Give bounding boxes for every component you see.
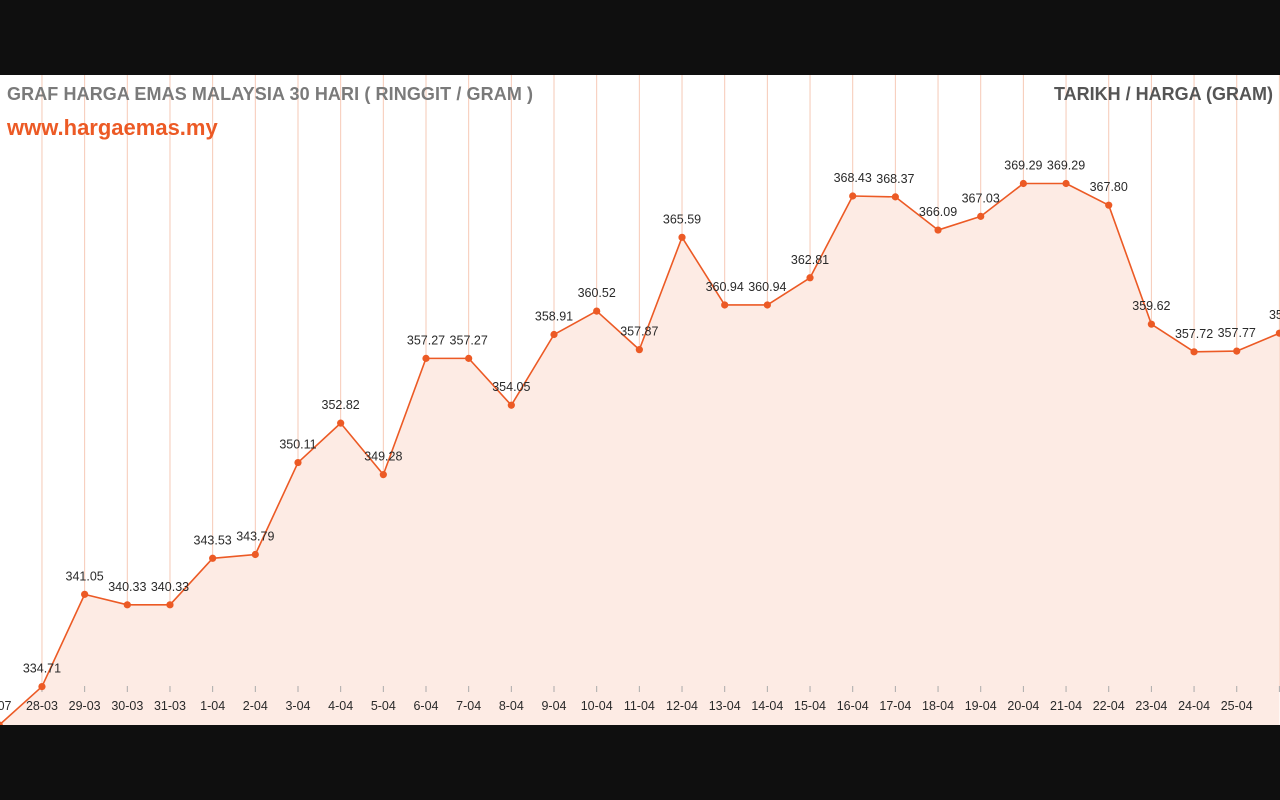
value-label: 357.27 (407, 333, 445, 347)
value-label: 357.27 (450, 333, 488, 347)
value-label: 343.53 (194, 533, 232, 547)
x-tick-label: 19-04 (965, 699, 997, 713)
chart-canvas: 334.71 341.05 340.33 340.33 343.53 343.79 350.… (0, 75, 1280, 725)
x-tick-label: 8-04 (499, 699, 524, 713)
x-tick-label: 1-04 (200, 699, 225, 713)
x-tick-label: 11-04 (624, 699, 655, 713)
data-point (209, 554, 217, 562)
value-label: 343.79 (236, 529, 274, 543)
data-point (1190, 348, 1198, 356)
x-tick-label: 5-04 (371, 699, 396, 713)
data-point (251, 550, 259, 559)
data-point (123, 601, 131, 609)
value-label: 358.91 (535, 310, 573, 324)
x-tick-label: 4-04 (328, 699, 353, 713)
data-point (806, 274, 814, 282)
axis-legend: TARIKH / HARGA (GRAM) (1054, 84, 1273, 104)
value-label: 352.82 (322, 398, 360, 412)
data-point (1147, 320, 1155, 328)
area-fill (0, 183, 1280, 725)
data-point (1275, 329, 1280, 337)
data-point (891, 193, 899, 201)
value-label: 357.87 (620, 325, 658, 339)
x-tick-label: 10-04 (581, 699, 613, 713)
x-tick-label: 2-04 (243, 699, 268, 713)
x-tick-label: 13-04 (709, 699, 741, 713)
x-tick-label: 31-03 (154, 699, 186, 713)
value-label: 360.94 (748, 280, 786, 294)
chart-panel: 334.71 341.05 340.33 340.33 343.53 343.79 350.… (0, 75, 1280, 725)
x-tick-label: 28-03 (26, 699, 58, 713)
data-point (849, 192, 857, 200)
x-tick-label: 3-04 (285, 699, 310, 713)
site-url[interactable]: www.hargaemas.my (7, 115, 218, 140)
data-point (678, 233, 686, 241)
x-tick-label: 2.07 (0, 699, 12, 713)
value-label: 367.80 (1090, 180, 1128, 194)
value-label: 340.33 (108, 580, 146, 594)
value-label: 360.52 (578, 286, 616, 300)
value-label: 362.81 (791, 253, 829, 267)
data-point (934, 226, 942, 234)
value-label: 365.59 (663, 212, 701, 226)
data-point (763, 301, 771, 309)
data-point (550, 330, 558, 339)
x-tick-label: 23-04 (1135, 699, 1167, 713)
x-tick-label: 15-04 (794, 699, 826, 713)
value-label: 369.29 (1047, 159, 1085, 173)
data-point (977, 212, 985, 220)
x-tick-label: 22-04 (1093, 699, 1125, 713)
data-point (38, 682, 46, 691)
x-tick-label: 16-04 (837, 699, 869, 713)
x-tick-label: 9-04 (541, 699, 566, 713)
value-label: 368.43 (834, 171, 872, 185)
x-tick-label: 12-04 (666, 699, 698, 713)
data-point (1019, 179, 1027, 188)
value-label: 360.94 (706, 280, 744, 294)
x-tick-label: 6-04 (413, 699, 438, 713)
value-label: 368.37 (876, 172, 914, 186)
data-point (507, 401, 515, 409)
data-point (81, 590, 89, 598)
data-point (0, 721, 3, 725)
x-tick-label: 21-04 (1050, 699, 1082, 713)
x-tick-label: 14-04 (751, 699, 783, 713)
data-point (166, 601, 174, 609)
x-tick-label: 18-04 (922, 699, 954, 713)
x-tick-label: 30-03 (111, 699, 143, 713)
value-label: 354.05 (492, 380, 530, 394)
x-tick-label: 29-03 (69, 699, 101, 713)
data-point (422, 354, 430, 362)
x-tick-label: 25-04 (1221, 699, 1253, 713)
value-label: 349.28 (364, 450, 402, 464)
data-point (1105, 201, 1113, 209)
data-point (294, 458, 302, 467)
data-point (1233, 347, 1241, 355)
value-label: 369.29 (1004, 159, 1042, 173)
data-point (465, 354, 473, 362)
value-label: 341.05 (66, 569, 104, 583)
value-label: 366.09 (919, 205, 957, 219)
chart-title: GRAF HARGA EMAS MALAYSIA 30 HARI ( RINGG… (7, 84, 534, 104)
x-tick-label: 17-04 (879, 699, 911, 713)
value-label: 359.62 (1132, 299, 1170, 313)
value-label: 340.33 (151, 580, 189, 594)
value-label: 357.72 (1175, 327, 1213, 341)
value-label: 367.03 (962, 191, 1000, 205)
data-point (635, 346, 643, 354)
data-point (593, 307, 601, 315)
data-point (721, 301, 729, 309)
value-label: 359 (1269, 308, 1280, 322)
x-tick-label: 7-04 (456, 699, 481, 713)
data-point (1062, 179, 1070, 188)
data-point (379, 471, 387, 479)
x-tick-label: 20-04 (1007, 699, 1039, 713)
x-tick-label: 24-04 (1178, 699, 1210, 713)
value-label: 357.77 (1218, 326, 1256, 340)
value-label: 334.71 (23, 662, 61, 676)
data-point (337, 419, 345, 427)
value-label: 350.11 (279, 438, 316, 452)
